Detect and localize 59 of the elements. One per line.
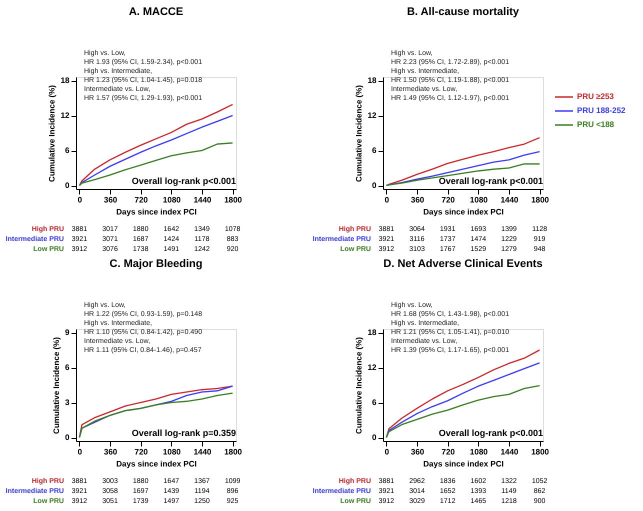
x-tick-label: 360 xyxy=(104,448,118,456)
x-axis-title: Days since index PCI xyxy=(116,208,197,216)
x-tick-label: 720 xyxy=(134,196,148,204)
x-tick-label: 1440 xyxy=(194,196,212,204)
x-tick-label: 720 xyxy=(134,448,148,456)
legend-label: PRU 188-252 xyxy=(577,106,626,115)
annotation: Overall log-rank p<0.001 xyxy=(132,176,236,186)
y-tick-label: 0 xyxy=(372,181,378,190)
y-tick-label: 0 xyxy=(65,181,70,190)
x-tick-label: 1440 xyxy=(500,196,519,204)
y-tick-label: 6 xyxy=(65,363,70,372)
annotation: Overall log-rank p=0.359 xyxy=(132,428,236,438)
x-tick-label: 1440 xyxy=(500,448,519,456)
y-tick-label: 12 xyxy=(60,111,70,120)
legend-label: PRU <188 xyxy=(577,120,615,129)
x-tick-label: 1080 xyxy=(162,196,182,204)
y-tick-label: 6 xyxy=(372,398,378,407)
y-axis-title: Cumulative Incidence (%) xyxy=(354,84,364,182)
y-axis-title: Cumulative Incidence (%) xyxy=(48,84,57,182)
x-tick-label: 1800 xyxy=(531,196,550,204)
x-tick-label: 0 xyxy=(384,196,390,204)
legend-label: PRU ≥253 xyxy=(577,92,614,101)
y-tick-label: 12 xyxy=(368,111,378,120)
x-tick-label: 1440 xyxy=(194,448,212,456)
y-tick-label: 0 xyxy=(65,433,70,442)
x-axis-title: Days since index PCI xyxy=(423,208,504,216)
x-axis-title: Days since index PCI xyxy=(423,460,504,468)
x-tick-label: 0 xyxy=(78,448,83,456)
x-tick-label: 720 xyxy=(442,448,456,456)
y-tick-label: 18 xyxy=(368,328,378,337)
x-tick-label: 360 xyxy=(410,196,425,204)
x-tick-label: 360 xyxy=(410,448,425,456)
y-tick-label: 3 xyxy=(65,398,70,407)
x-tick-label: 360 xyxy=(104,196,118,204)
y-tick-label: 6 xyxy=(372,146,378,155)
y-tick-label: 9 xyxy=(65,328,70,337)
x-tick-label: 1080 xyxy=(162,448,182,456)
chart-title: A. MACCE xyxy=(128,6,184,18)
y-tick-label: 6 xyxy=(65,146,70,155)
x-tick-label: 1800 xyxy=(224,448,243,456)
x-tick-label: 720 xyxy=(442,196,456,204)
y-tick-label: 18 xyxy=(60,76,70,85)
x-tick-label: 1800 xyxy=(224,196,243,204)
x-axis-title: Days since index PCI xyxy=(116,460,197,468)
y-axis-title: Cumulative Incidence (%) xyxy=(354,336,364,434)
x-tick-label: 0 xyxy=(384,448,390,456)
x-tick-label: 0 xyxy=(78,196,83,204)
y-tick-label: 18 xyxy=(368,76,378,85)
y-axis-title: Cumulative Incidence (%) xyxy=(52,336,62,434)
x-tick-label: 1080 xyxy=(470,448,488,456)
y-tick-label: 0 xyxy=(372,433,378,442)
chart-title: C. Major Bleeding xyxy=(110,258,202,270)
x-tick-label: 1080 xyxy=(470,196,488,204)
y-tick-label: 12 xyxy=(368,363,378,372)
annotation: Overall log-rank p<0.001 xyxy=(438,176,543,186)
annotation: Overall log-rank p<0.001 xyxy=(438,428,543,438)
x-tick-label: 1800 xyxy=(531,448,550,456)
chart-title: D. Net Adverse Clinical Events xyxy=(383,258,543,270)
chart-title: B. All-cause mortality xyxy=(406,6,520,18)
